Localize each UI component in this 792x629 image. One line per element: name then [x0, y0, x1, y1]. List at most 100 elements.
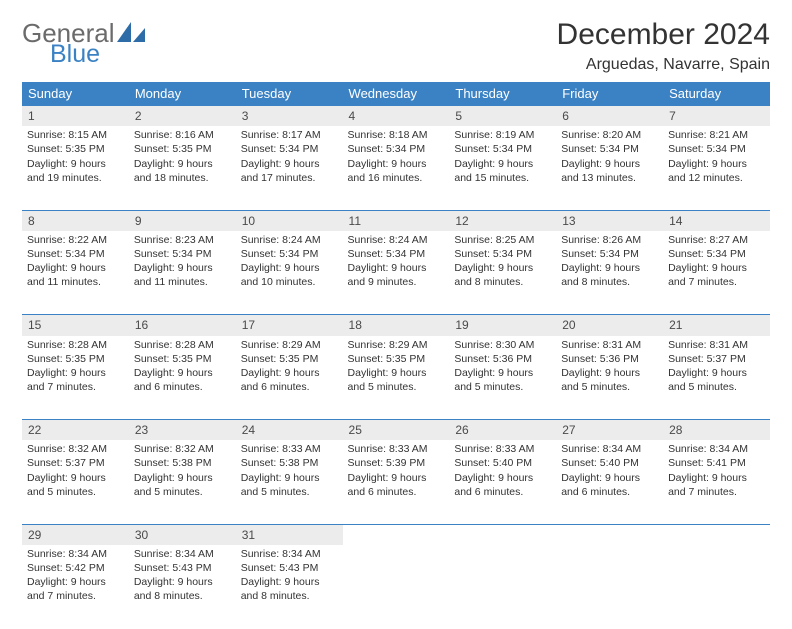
daylight-line: Daylight: 9 hours and 19 minutes.	[27, 157, 124, 185]
day-number-cell	[449, 524, 556, 545]
day-number-cell: 10	[236, 210, 343, 231]
weekday-header: Friday	[556, 82, 663, 106]
day-number-cell: 5	[449, 106, 556, 127]
sunrise-line: Sunrise: 8:31 AM	[561, 338, 658, 352]
sunrise-line: Sunrise: 8:34 AM	[561, 442, 658, 456]
daylight-line: Daylight: 9 hours and 7 minutes.	[668, 471, 765, 499]
daylight-line: Daylight: 9 hours and 6 minutes.	[561, 471, 658, 499]
sunset-line: Sunset: 5:36 PM	[454, 352, 551, 366]
sunrise-line: Sunrise: 8:28 AM	[27, 338, 124, 352]
day-number-cell: 16	[129, 315, 236, 336]
day-data-row: Sunrise: 8:15 AMSunset: 5:35 PMDaylight:…	[22, 126, 770, 210]
day-number-cell: 18	[343, 315, 450, 336]
day-data-cell: Sunrise: 8:18 AMSunset: 5:34 PMDaylight:…	[343, 126, 450, 210]
sunset-line: Sunset: 5:38 PM	[241, 456, 338, 470]
daylight-line: Daylight: 9 hours and 13 minutes.	[561, 157, 658, 185]
day-number-cell: 3	[236, 106, 343, 127]
day-number-cell: 1	[22, 106, 129, 127]
weekday-header: Thursday	[449, 82, 556, 106]
sunset-line: Sunset: 5:35 PM	[134, 142, 231, 156]
day-data-cell: Sunrise: 8:33 AMSunset: 5:40 PMDaylight:…	[449, 440, 556, 524]
sunset-line: Sunset: 5:40 PM	[454, 456, 551, 470]
day-data-cell: Sunrise: 8:26 AMSunset: 5:34 PMDaylight:…	[556, 231, 663, 315]
daylight-line: Daylight: 9 hours and 9 minutes.	[348, 261, 445, 289]
weekday-header: Monday	[129, 82, 236, 106]
sunrise-line: Sunrise: 8:25 AM	[454, 233, 551, 247]
daylight-line: Daylight: 9 hours and 6 minutes.	[134, 366, 231, 394]
calendar-table: SundayMondayTuesdayWednesdayThursdayFrid…	[22, 82, 770, 629]
sunrise-line: Sunrise: 8:24 AM	[241, 233, 338, 247]
day-number-cell: 20	[556, 315, 663, 336]
sunset-line: Sunset: 5:43 PM	[134, 561, 231, 575]
weekday-header: Sunday	[22, 82, 129, 106]
daylight-line: Daylight: 9 hours and 16 minutes.	[348, 157, 445, 185]
daylight-line: Daylight: 9 hours and 7 minutes.	[27, 575, 124, 603]
sunset-line: Sunset: 5:40 PM	[561, 456, 658, 470]
day-data-cell	[663, 545, 770, 629]
day-number-cell: 14	[663, 210, 770, 231]
sunrise-line: Sunrise: 8:18 AM	[348, 128, 445, 142]
day-data-cell: Sunrise: 8:19 AMSunset: 5:34 PMDaylight:…	[449, 126, 556, 210]
day-number-cell: 24	[236, 420, 343, 441]
day-data-cell: Sunrise: 8:21 AMSunset: 5:34 PMDaylight:…	[663, 126, 770, 210]
day-data-cell: Sunrise: 8:33 AMSunset: 5:38 PMDaylight:…	[236, 440, 343, 524]
sunset-line: Sunset: 5:38 PM	[134, 456, 231, 470]
day-data-cell: Sunrise: 8:30 AMSunset: 5:36 PMDaylight:…	[449, 336, 556, 420]
day-data-cell	[556, 545, 663, 629]
day-data-cell: Sunrise: 8:23 AMSunset: 5:34 PMDaylight:…	[129, 231, 236, 315]
daylight-line: Daylight: 9 hours and 17 minutes.	[241, 157, 338, 185]
day-number-row: 15161718192021	[22, 315, 770, 336]
weekday-header: Wednesday	[343, 82, 450, 106]
title-block: December 2024 Arguedas, Navarre, Spain	[557, 18, 770, 74]
day-data-cell: Sunrise: 8:34 AMSunset: 5:43 PMDaylight:…	[236, 545, 343, 629]
day-number-cell: 30	[129, 524, 236, 545]
day-data-cell: Sunrise: 8:34 AMSunset: 5:42 PMDaylight:…	[22, 545, 129, 629]
sunset-line: Sunset: 5:37 PM	[27, 456, 124, 470]
sunset-line: Sunset: 5:34 PM	[561, 247, 658, 261]
sunset-line: Sunset: 5:34 PM	[348, 142, 445, 156]
day-data-cell: Sunrise: 8:24 AMSunset: 5:34 PMDaylight:…	[343, 231, 450, 315]
day-number-cell: 13	[556, 210, 663, 231]
sunrise-line: Sunrise: 8:16 AM	[134, 128, 231, 142]
day-data-cell: Sunrise: 8:27 AMSunset: 5:34 PMDaylight:…	[663, 231, 770, 315]
day-data-cell: Sunrise: 8:32 AMSunset: 5:38 PMDaylight:…	[129, 440, 236, 524]
sunset-line: Sunset: 5:42 PM	[27, 561, 124, 575]
sunrise-line: Sunrise: 8:33 AM	[454, 442, 551, 456]
brand-logo: General Blue	[22, 18, 152, 68]
day-data-cell: Sunrise: 8:29 AMSunset: 5:35 PMDaylight:…	[343, 336, 450, 420]
day-data-cell: Sunrise: 8:16 AMSunset: 5:35 PMDaylight:…	[129, 126, 236, 210]
day-data-cell: Sunrise: 8:17 AMSunset: 5:34 PMDaylight:…	[236, 126, 343, 210]
daylight-line: Daylight: 9 hours and 11 minutes.	[27, 261, 124, 289]
day-number-cell: 29	[22, 524, 129, 545]
day-number-cell: 23	[129, 420, 236, 441]
sunset-line: Sunset: 5:34 PM	[454, 142, 551, 156]
day-data-row: Sunrise: 8:28 AMSunset: 5:35 PMDaylight:…	[22, 336, 770, 420]
day-data-cell: Sunrise: 8:28 AMSunset: 5:35 PMDaylight:…	[22, 336, 129, 420]
day-number-cell: 4	[343, 106, 450, 127]
day-data-cell: Sunrise: 8:31 AMSunset: 5:36 PMDaylight:…	[556, 336, 663, 420]
sunrise-line: Sunrise: 8:17 AM	[241, 128, 338, 142]
day-data-row: Sunrise: 8:34 AMSunset: 5:42 PMDaylight:…	[22, 545, 770, 629]
location-text: Arguedas, Navarre, Spain	[557, 56, 770, 74]
daylight-line: Daylight: 9 hours and 15 minutes.	[454, 157, 551, 185]
weekday-header: Saturday	[663, 82, 770, 106]
daylight-line: Daylight: 9 hours and 18 minutes.	[134, 157, 231, 185]
sunset-line: Sunset: 5:36 PM	[561, 352, 658, 366]
day-number-cell	[343, 524, 450, 545]
sunset-line: Sunset: 5:41 PM	[668, 456, 765, 470]
day-data-cell: Sunrise: 8:15 AMSunset: 5:35 PMDaylight:…	[22, 126, 129, 210]
sunset-line: Sunset: 5:34 PM	[27, 247, 124, 261]
day-number-cell: 7	[663, 106, 770, 127]
sunset-line: Sunset: 5:35 PM	[27, 352, 124, 366]
daylight-line: Daylight: 9 hours and 8 minutes.	[241, 575, 338, 603]
daylight-line: Daylight: 9 hours and 6 minutes.	[241, 366, 338, 394]
daylight-line: Daylight: 9 hours and 6 minutes.	[454, 471, 551, 499]
daylight-line: Daylight: 9 hours and 8 minutes.	[134, 575, 231, 603]
sunset-line: Sunset: 5:43 PM	[241, 561, 338, 575]
sunrise-line: Sunrise: 8:22 AM	[27, 233, 124, 247]
sunset-line: Sunset: 5:34 PM	[561, 142, 658, 156]
sunrise-line: Sunrise: 8:34 AM	[241, 547, 338, 561]
sunset-line: Sunset: 5:35 PM	[348, 352, 445, 366]
daylight-line: Daylight: 9 hours and 7 minutes.	[27, 366, 124, 394]
sunrise-line: Sunrise: 8:32 AM	[134, 442, 231, 456]
